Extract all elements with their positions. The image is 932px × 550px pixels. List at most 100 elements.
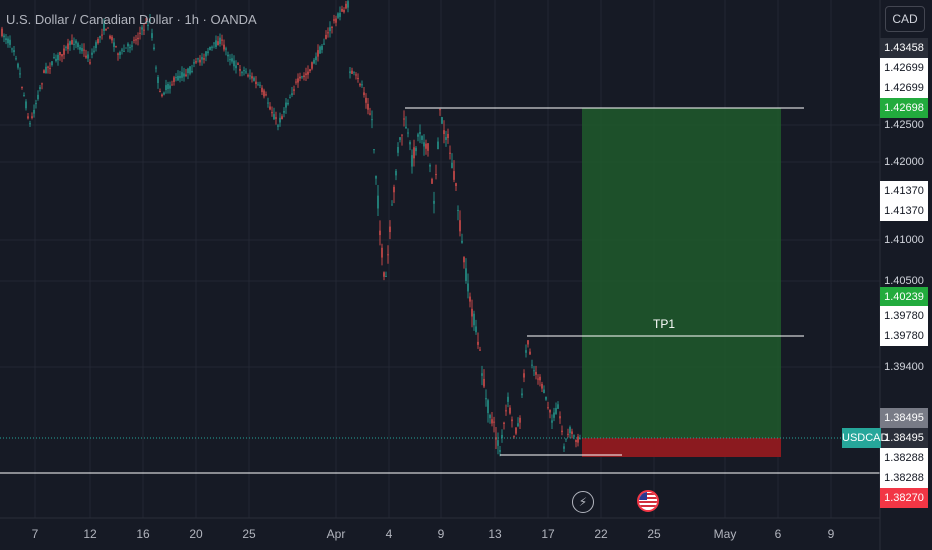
lightning-icon[interactable]: ⚡︎ (572, 491, 594, 513)
candle-body (425, 143, 427, 149)
candle-body (359, 83, 361, 86)
candle-body (235, 65, 237, 69)
candle-body (489, 415, 491, 419)
candle-body (373, 149, 375, 151)
candle-body (337, 13, 339, 18)
price-label: 1.38270 (880, 488, 928, 508)
candle-body (283, 110, 285, 113)
candle-body (507, 396, 509, 402)
candle-body (559, 416, 561, 419)
candle-body (557, 404, 559, 409)
candle-body (53, 57, 55, 59)
candle-body (297, 78, 299, 83)
candle-body (281, 116, 283, 120)
candle-body (89, 62, 91, 64)
candle-body (93, 50, 95, 52)
candle-body (31, 116, 33, 118)
candle-body (67, 43, 69, 50)
candle-body (491, 419, 493, 424)
candle-body (19, 73, 21, 75)
candle-body (27, 116, 29, 119)
candle-body (251, 76, 253, 79)
candle-body (175, 77, 177, 79)
candle-body (571, 431, 573, 434)
candle-body (265, 94, 267, 96)
candle-body (163, 92, 165, 95)
candle-body (215, 40, 217, 47)
candle-body (159, 91, 161, 93)
candle-body (415, 147, 417, 152)
candle-body (437, 141, 439, 150)
candle-body (199, 59, 201, 63)
candle-body (123, 50, 125, 52)
candle-body (213, 42, 215, 44)
candle-body (317, 50, 319, 57)
candle-body (431, 178, 433, 184)
us-flag-icon[interactable] (637, 490, 659, 512)
candle-body (385, 275, 387, 277)
candle-body (399, 137, 401, 140)
candle-body (173, 77, 175, 82)
candle-body (527, 340, 529, 345)
candle-body (37, 94, 39, 100)
candle-body (225, 48, 227, 50)
candle-body (417, 134, 419, 137)
candle-body (553, 412, 555, 418)
candle-body (91, 52, 93, 55)
time-label: 17 (541, 527, 555, 541)
candle-body (71, 40, 73, 45)
candle-body (487, 400, 489, 413)
candle-body (465, 268, 467, 281)
candle-body (457, 209, 459, 211)
price-label: 1.38288 (880, 448, 928, 468)
candle-body (291, 93, 293, 95)
candle-body (387, 254, 389, 256)
candle-body (307, 71, 309, 75)
candle-body (43, 70, 45, 73)
candle-body (295, 81, 297, 83)
candle-body (35, 103, 37, 105)
candle-body (555, 408, 557, 414)
candle-body (441, 117, 443, 124)
candle-body (127, 43, 129, 47)
candle-body (137, 37, 139, 40)
candle-body (397, 146, 399, 153)
candle-body (311, 62, 313, 69)
price-label: 1.40500 (884, 275, 924, 287)
currency-button[interactable]: CAD (885, 6, 925, 32)
candle-body (29, 123, 31, 125)
candle-body (145, 22, 147, 24)
candle-body (325, 34, 327, 39)
candle-body (391, 204, 393, 206)
time-label: 22 (594, 527, 608, 541)
candle-body (125, 47, 127, 49)
candle-body (499, 450, 501, 452)
candle-body (563, 446, 565, 449)
tp1-label: TP1 (652, 317, 676, 331)
candle-body (339, 12, 341, 17)
candle-body (309, 69, 311, 72)
loss-zone[interactable] (582, 438, 781, 457)
candle-body (245, 71, 247, 73)
candle-body (541, 383, 543, 389)
candle-body (455, 183, 457, 187)
candle-body (477, 341, 479, 345)
candle-body (143, 29, 145, 31)
candle-body (197, 58, 199, 60)
time-label: 12 (83, 527, 97, 541)
price-label: 1.41370 (880, 201, 928, 221)
candle-body (429, 165, 431, 167)
candle-body (83, 49, 85, 51)
candle-body (189, 66, 191, 74)
candle-body (165, 85, 167, 91)
candle-body (363, 92, 365, 96)
candle-body (419, 131, 421, 135)
candle-body (25, 101, 27, 109)
profit-zone[interactable] (582, 108, 781, 438)
candle-body (55, 58, 57, 61)
candle-body (395, 170, 397, 176)
candle-body (505, 410, 507, 412)
candle-body (87, 54, 89, 59)
candle-body (515, 427, 517, 434)
